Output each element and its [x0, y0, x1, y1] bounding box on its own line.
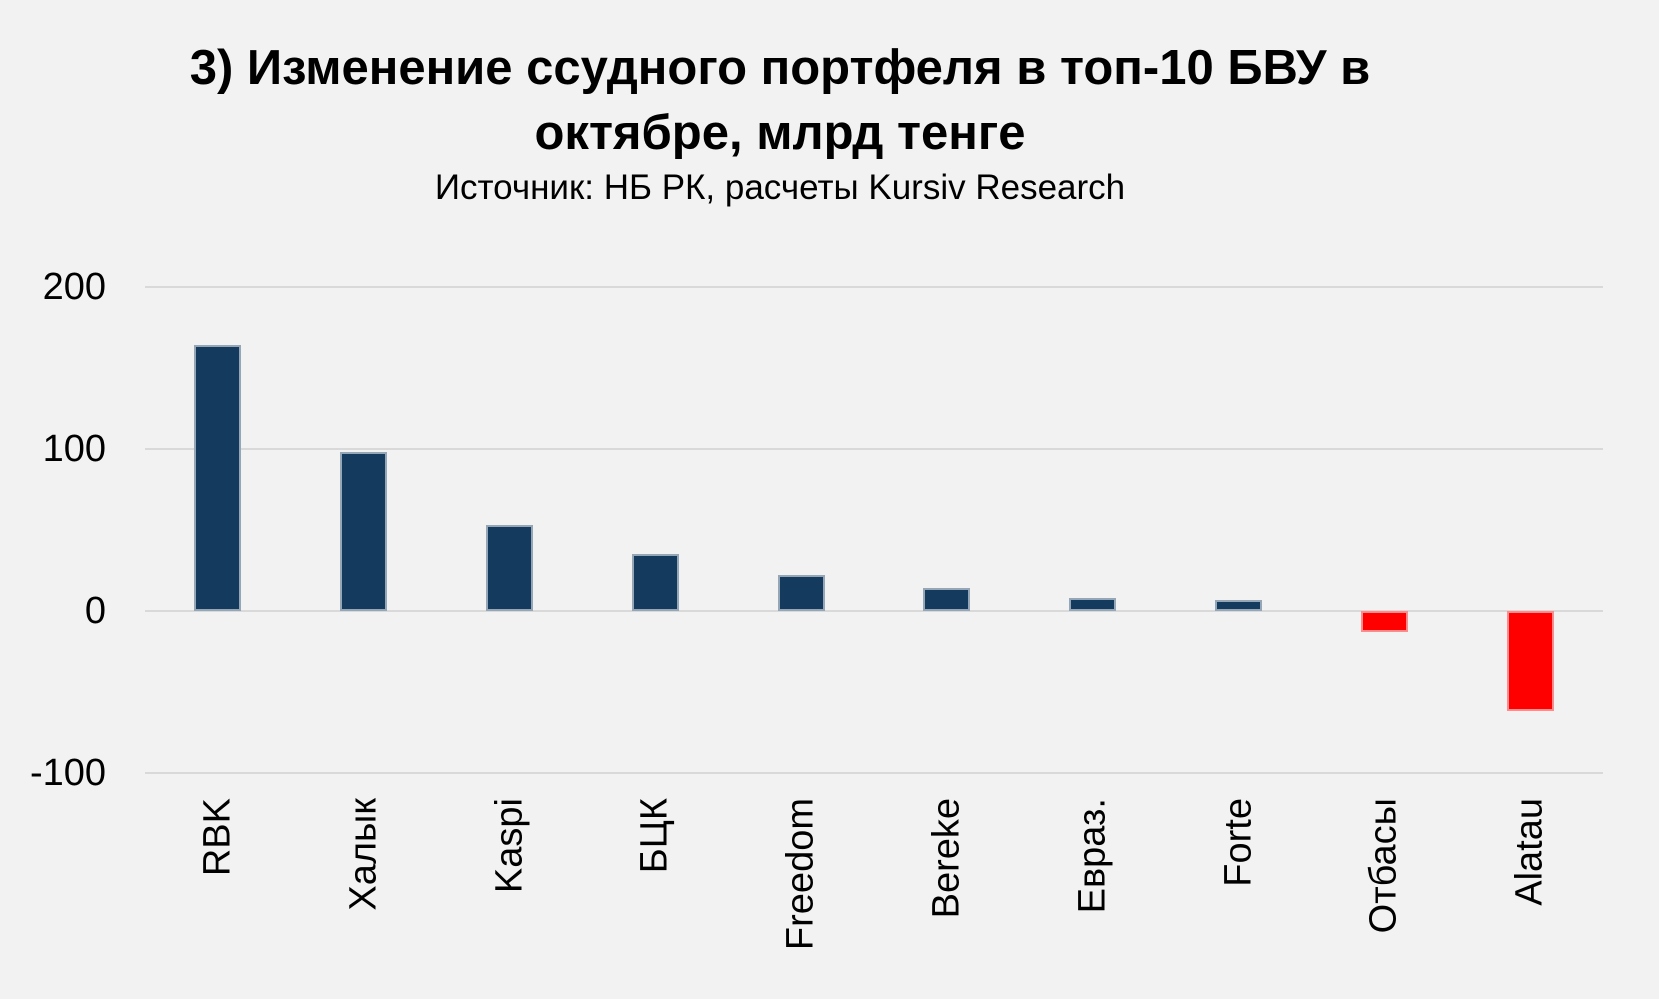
chart-title-line1: 3) Изменение ссудного портфеля в топ-10 … [189, 41, 1371, 95]
y-tick-label-100: 100 [42, 428, 106, 470]
x-label-Евраз.: Евраз. [1071, 798, 1114, 914]
x-label-Kaspi: Kaspi [488, 798, 530, 894]
x-label-Alatau: Alatau [1508, 798, 1551, 906]
bar-Kaspi [486, 525, 533, 611]
plot-area [145, 286, 1603, 774]
bar-Халык [340, 452, 388, 611]
bar-Forte [1215, 599, 1262, 611]
x-label-Отбасы: Отбасы [1362, 798, 1405, 934]
chart-title: 3) Изменение ссудного портфеля в топ-10 … [0, 36, 1560, 165]
x-label-Bereke: Bereke [925, 798, 968, 919]
bar-БЦК [631, 554, 679, 611]
x-label-RBK: RBK [196, 798, 239, 877]
bar-Отбасы [1360, 611, 1408, 633]
chart-title-line2: октябре, млрд тенге [534, 105, 1026, 160]
x-label-Freedom: Freedom [779, 798, 822, 951]
y-tick-label-200: 200 [42, 266, 106, 308]
y-tick-label--100: -100 [29, 752, 106, 794]
bar-Alatau [1506, 611, 1554, 712]
x-label-Халык: Халык [342, 798, 385, 911]
gridline-100 [145, 448, 1603, 450]
bar-Bereke [923, 588, 971, 611]
x-label-БЦК: БЦК [633, 798, 676, 874]
gridline--100 [145, 772, 1603, 774]
chart-subtitle: Источник: НБ РК, расчеты Kursiv Research [434, 168, 1126, 207]
bar-RBK [194, 345, 242, 611]
gridline-200 [145, 286, 1603, 288]
bar-Евраз. [1069, 598, 1117, 611]
y-tick-label-0: 0 [84, 590, 106, 632]
x-label-Forte: Forte [1217, 798, 1259, 887]
gridline-0 [145, 610, 1603, 612]
bar-Freedom [777, 575, 825, 611]
